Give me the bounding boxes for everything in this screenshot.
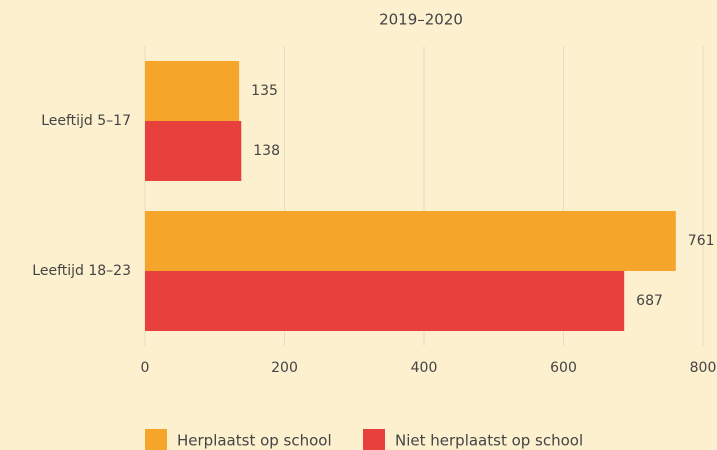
x-tick-label: 400 xyxy=(411,360,438,376)
legend-label: Niet herplaatst op school xyxy=(395,432,583,450)
bar xyxy=(145,61,240,121)
x-tick-label: 600 xyxy=(550,360,577,376)
legend-swatch xyxy=(145,429,167,450)
bar xyxy=(145,121,242,181)
x-tick-label: 200 xyxy=(271,360,298,376)
x-tick-label: 800 xyxy=(690,360,717,376)
bar xyxy=(145,271,625,331)
bar xyxy=(145,211,676,271)
x-tick-label: 0 xyxy=(141,360,150,376)
data-label: 761 xyxy=(688,233,715,249)
legend-swatch xyxy=(363,429,385,450)
data-label: 138 xyxy=(253,143,280,159)
chart-title: 2019–2020 xyxy=(379,11,463,29)
data-label: 135 xyxy=(251,83,278,99)
data-label: 687 xyxy=(636,293,663,309)
y-tick-label: Leeftijd 18–23 xyxy=(32,263,131,279)
legend-label: Herplaatst op school xyxy=(177,432,332,450)
y-tick-label: Leeftijd 5–17 xyxy=(41,113,131,129)
